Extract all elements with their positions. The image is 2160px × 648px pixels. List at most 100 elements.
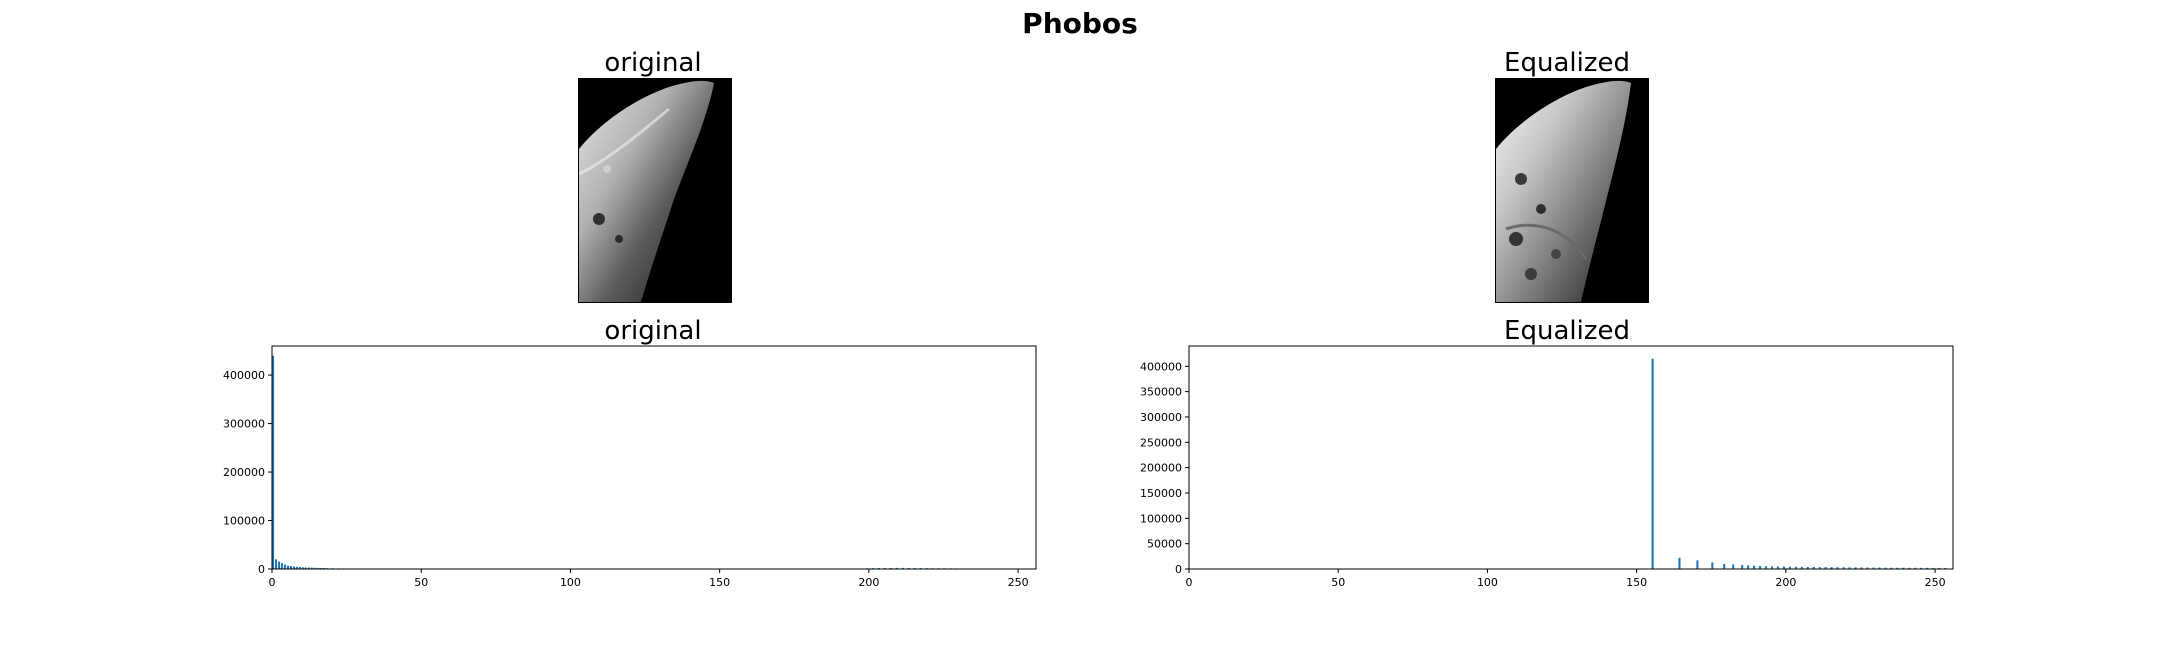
x-tick-label: 50 <box>1331 576 1345 589</box>
histogram-bar <box>1902 567 1905 569</box>
histogram-bar <box>319 567 322 569</box>
histogram-bar <box>1872 567 1875 569</box>
y-tick-label: 50000 <box>1147 538 1182 551</box>
histogram-bar <box>1770 566 1774 569</box>
x-tick-label: 150 <box>1626 576 1647 589</box>
hist-original-title: original <box>604 316 702 346</box>
histogram-bar <box>1878 567 1881 569</box>
histogram-bar <box>277 561 281 569</box>
histogram-bar <box>1920 567 1923 569</box>
x-tick-label: 0 <box>269 576 276 589</box>
histogram-bar <box>1848 567 1851 569</box>
histogram-bar <box>901 567 904 569</box>
histogram-bar <box>1812 567 1815 569</box>
histogram-bar <box>1806 566 1809 569</box>
histogram-bar <box>1678 557 1681 569</box>
histogram-bar <box>1824 567 1827 569</box>
figure-title: Phobos <box>1022 7 1138 40</box>
image-equalized <box>1495 78 1649 303</box>
histogram-bar <box>1794 566 1797 569</box>
histogram-bar <box>1866 567 1869 569</box>
histogram-bar <box>1944 567 1947 569</box>
y-tick-label: 0 <box>258 563 265 576</box>
histogram-bar <box>1764 566 1768 569</box>
histogram-bar <box>1741 564 1744 569</box>
y-tick-label: 400000 <box>223 369 265 382</box>
histogram-bar <box>307 567 310 569</box>
histogram-bar <box>1854 567 1857 569</box>
histogram-bar <box>907 567 910 569</box>
histogram-bar <box>274 559 278 569</box>
x-tick-label: 250 <box>1008 576 1029 589</box>
histogram-bar <box>895 567 898 569</box>
y-tick-label: 100000 <box>1140 512 1182 525</box>
histogram-bar <box>1860 567 1863 569</box>
histogram-bar <box>1788 566 1791 569</box>
image-original-title: original <box>604 48 702 78</box>
y-tick-label: 0 <box>1175 563 1182 576</box>
histogram-bar <box>301 567 304 569</box>
y-tick-label: 200000 <box>1140 462 1182 475</box>
histogram-bar <box>1926 567 1929 569</box>
y-tick-label: 300000 <box>223 418 265 431</box>
histogram-bar <box>883 567 886 569</box>
histogram-bar <box>272 355 275 569</box>
histogram-bar <box>1747 565 1750 569</box>
histogram-bar <box>289 566 292 569</box>
histogram-bar <box>298 567 301 569</box>
histogram-bar <box>1818 567 1821 569</box>
histogram-bar <box>1842 567 1845 569</box>
histogram-bar <box>1711 562 1714 569</box>
y-tick-label: 250000 <box>1140 436 1182 449</box>
histogram-bar <box>283 564 287 569</box>
histogram-bar <box>1651 358 1654 569</box>
x-tick-label: 100 <box>560 576 581 589</box>
histogram-bar <box>1896 567 1899 569</box>
image-equalized-title: Equalized <box>1504 48 1630 78</box>
histogram-bar <box>1890 567 1893 569</box>
plot-frame <box>1188 345 1954 570</box>
x-tick-label: 100 <box>1477 576 1498 589</box>
y-tick-label: 400000 <box>1140 360 1182 373</box>
histogram-bar <box>1836 567 1839 569</box>
histogram-bar <box>1782 566 1785 569</box>
histogram-bar <box>1696 560 1699 569</box>
x-tick-label: 200 <box>858 576 879 589</box>
histogram-bar <box>1753 565 1756 569</box>
histogram-bar <box>1908 567 1911 569</box>
histogram-bar <box>1776 566 1780 569</box>
histogram-bar <box>304 567 307 569</box>
plot-frame <box>271 345 1037 570</box>
histogram-bar <box>889 567 892 569</box>
histogram-bar <box>1932 567 1935 569</box>
y-tick-label: 150000 <box>1140 487 1182 500</box>
x-tick-label: 0 <box>1186 576 1193 589</box>
histogram-bar <box>1759 565 1762 569</box>
histogram-bar <box>295 566 298 569</box>
y-tick-label: 100000 <box>223 515 265 528</box>
histogram-bar <box>313 567 316 569</box>
image-original <box>578 78 732 303</box>
histogram-bar <box>1723 563 1726 569</box>
histogram-bar <box>1830 567 1833 569</box>
histogram-bar <box>280 563 284 569</box>
histogram-bar <box>316 567 319 569</box>
hist-equalized-title: Equalized <box>1504 316 1630 346</box>
histogram-bar <box>292 566 295 569</box>
x-tick-label: 200 <box>1775 576 1796 589</box>
histogram-bar <box>1884 567 1887 569</box>
histogram-bar <box>286 565 290 569</box>
x-tick-label: 50 <box>414 576 428 589</box>
histogram-bar <box>1914 567 1917 569</box>
histogram-bar <box>1938 567 1941 569</box>
histogram-bar <box>1732 564 1735 569</box>
y-tick-label: 300000 <box>1140 411 1182 424</box>
histogram-bar <box>1800 566 1803 569</box>
x-tick-label: 250 <box>1925 576 1946 589</box>
y-tick-label: 350000 <box>1140 386 1182 399</box>
y-tick-label: 200000 <box>223 466 265 479</box>
x-tick-label: 150 <box>709 576 730 589</box>
histogram-bar <box>310 567 313 569</box>
